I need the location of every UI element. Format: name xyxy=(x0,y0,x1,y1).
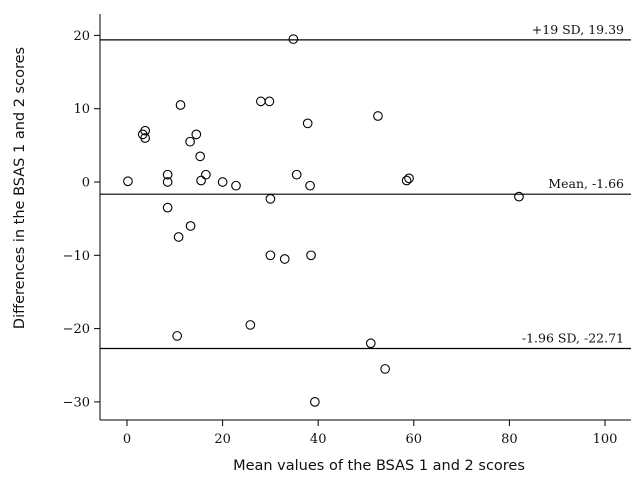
x-tick-label-2: 40 xyxy=(310,432,327,447)
y-tick-label-5: −30 xyxy=(63,395,90,410)
data-points xyxy=(123,34,524,407)
data-point-30 xyxy=(365,338,376,349)
data-point-2 xyxy=(140,125,151,136)
data-point-28 xyxy=(306,250,316,261)
data-point-12 xyxy=(191,129,202,140)
data-point-21 xyxy=(265,194,276,204)
reference-line-label-0: +19 SD, 19.39 xyxy=(532,22,624,37)
data-point-26 xyxy=(302,118,313,129)
data-point-4 xyxy=(162,169,173,180)
reference-line-label-1: Mean, -1.66 xyxy=(548,176,624,191)
y-axis-title: Differences in the BSAS 1 and 2 scores xyxy=(12,47,28,329)
x-tick-label-5: 100 xyxy=(593,432,618,447)
reference-line-label-2: -1.96 SD, -22.71 xyxy=(522,330,624,345)
data-point-8 xyxy=(173,232,184,242)
data-point-22 xyxy=(265,250,276,261)
data-point-29 xyxy=(310,397,320,407)
data-point-5 xyxy=(162,177,173,187)
data-point-24 xyxy=(288,34,299,44)
x-tick-label-1: 20 xyxy=(214,432,231,447)
y-tick-label-4: −20 xyxy=(63,322,90,337)
data-point-14 xyxy=(196,175,206,186)
data-point-20 xyxy=(264,96,275,107)
x-tick-label-4: 80 xyxy=(501,432,518,447)
data-point-23 xyxy=(279,254,290,264)
data-point-27 xyxy=(305,180,315,191)
data-point-13 xyxy=(195,151,205,162)
data-point-31 xyxy=(373,111,383,121)
data-point-25 xyxy=(291,169,302,180)
data-point-0 xyxy=(123,176,133,187)
y-tick-label-2: 0 xyxy=(82,176,90,191)
data-point-9 xyxy=(175,100,186,110)
data-point-18 xyxy=(245,320,256,330)
data-point-17 xyxy=(231,180,241,191)
y-tick-label-3: −10 xyxy=(63,249,90,264)
plot-area xyxy=(99,14,631,421)
x-tick-label-3: 60 xyxy=(406,432,423,447)
data-point-11 xyxy=(185,221,196,231)
x-axis-ticks: 0 20 40 60 80 100 xyxy=(123,420,618,447)
data-point-10 xyxy=(185,136,195,147)
x-tick-label-0: 0 xyxy=(123,432,131,447)
data-point-16 xyxy=(217,177,228,187)
data-point-7 xyxy=(172,331,183,341)
reference-lines: +19 SD, 19.39 Mean, -1.66 -1.96 SD, -22.71 xyxy=(100,22,631,350)
data-point-35 xyxy=(514,191,524,202)
data-point-32 xyxy=(380,364,390,374)
data-point-3 xyxy=(140,133,151,143)
y-tick-label-1: 10 xyxy=(73,102,90,117)
data-point-15 xyxy=(201,169,211,180)
y-axis-ticks: 20 10 0 −10 −20 −30 xyxy=(63,29,100,410)
data-point-33 xyxy=(401,175,412,186)
x-axis-title: Mean values of the BSAS 1 and 2 scores xyxy=(233,458,525,474)
data-point-19 xyxy=(255,96,266,107)
data-point-6 xyxy=(162,202,173,213)
y-tick-label-0: 20 xyxy=(73,29,90,44)
data-point-34 xyxy=(404,173,414,184)
